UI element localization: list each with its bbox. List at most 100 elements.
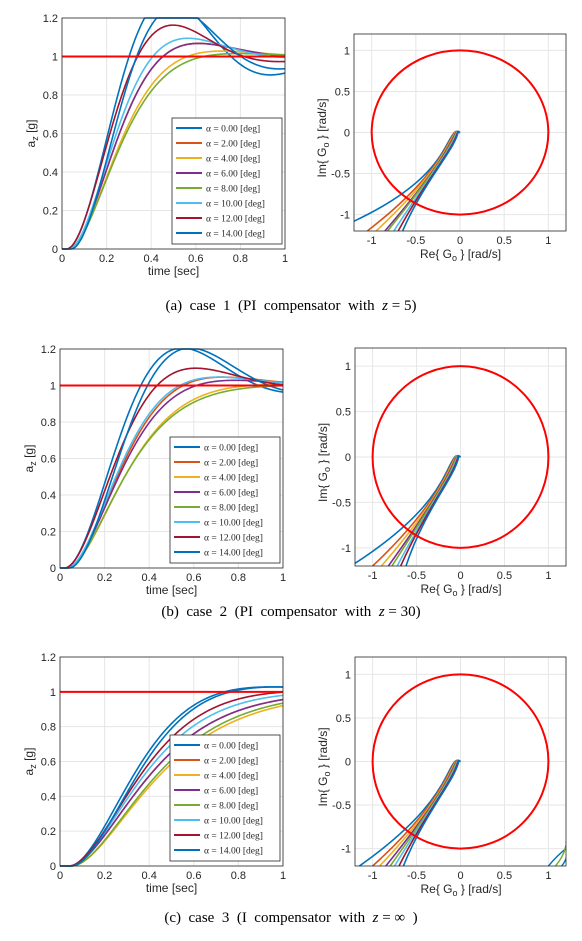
y-tick-label: 1.2 [41,344,56,356]
series-line-alpha-7 [60,686,284,867]
x-tick-label: 0.6 [186,870,201,882]
legend-entry: α = 4.00 [deg] [204,474,258,484]
x-tick-label: -0.5 [406,235,425,247]
x-tick-label: 1 [545,235,551,247]
x-axis-label-unit: } [rad/s] [458,582,502,596]
legend: α = 0.00 [deg] α = 2.00 [deg] α = 4.00 [de… [171,117,283,245]
nyquist-curve-alpha-7 [401,130,461,231]
x-tick-label: -0.5 [407,870,426,882]
x-tick-label: 0.2 [97,870,112,882]
legend-entry: α = 4.00 [deg] [204,772,258,782]
x-tick-label: 0 [457,570,463,582]
x-tick-label: 0.4 [142,572,157,584]
x-axis-label: Re{ Go } [rad/s] [421,882,502,898]
x-tick-label: 0.5 [497,570,512,582]
x-tick-label: 0 [57,572,63,584]
x-tick-label: 1 [280,572,286,584]
x-tick-label: 0.8 [231,870,246,882]
x-tick-label: 0.6 [186,572,201,584]
time-response-chart-5: 0 0.2 0.4 0.6 0.8 1 0 0.2 0.4 0.6 0.8 1 1.2 time [sec… [22,652,286,895]
unit-circle [371,673,550,850]
y-tick-label: -0.5 [331,169,350,181]
x-tick-label: 0 [59,253,65,265]
x-axis-label-main: Re{ G [421,582,453,596]
x-tick-label: 0.5 [497,235,512,247]
y-tick-label: 0.2 [43,206,58,218]
axes-frame [59,348,284,569]
x-axis-label-main: Re{ G [421,882,453,896]
series-line-alpha-6 [60,367,284,569]
y-tick-label: 0.2 [41,527,56,539]
legend-box [169,436,281,564]
legend-entry: α = 0.00 [deg] [204,742,258,752]
y-tick-label: 1 [345,669,351,681]
legend-entry: α = 10.00 [deg] [204,817,263,827]
y-axis-label: az [g] [22,445,38,473]
x-axis-label: time [sec] [146,881,197,895]
time-response-chart-1: 0 0.2 0.4 0.6 0.8 1 0 0.2 0.4 0.6 0.8 1 1.2 time [sec… [24,13,288,278]
x-tick-label: 0.2 [99,253,114,265]
y-tick-label: 0.6 [41,454,56,466]
y-axis-label-sub: o [321,142,331,147]
y-tick-label: 0.8 [43,90,58,102]
y-axis-label-main: a [22,465,36,472]
y-axis-label-sub: z [30,136,40,141]
series-line-alpha-7 [60,348,284,569]
axes-frame [59,656,284,867]
legend-entry: α = 2.00 [deg] [206,140,260,150]
x-tick-label: -1 [368,570,378,582]
y-tick-label: 1.2 [41,652,56,664]
y-axis-label-unit: [g] [22,445,36,462]
unit-circle [371,365,550,549]
x-axis-label-sub: o [453,888,458,898]
y-axis-label-main: a [24,140,38,147]
axes-frame [354,656,567,867]
legend-entry: α = 6.00 [deg] [204,489,258,499]
x-tick-label: 0.6 [188,253,203,265]
x-tick-label: 0.8 [233,253,248,265]
y-tick-label: 0.5 [335,86,350,98]
y-axis-label-unit: [g] [22,748,36,765]
legend-entry: α = 10.00 [deg] [206,200,265,210]
x-tick-label: 0 [457,235,463,247]
y-tick-label: -0.5 [332,800,351,812]
time-response-chart-3: 0 0.2 0.4 0.6 0.8 1 0 0.2 0.4 0.6 0.8 1 1.2 time [sec… [22,344,286,597]
y-tick-label: 0 [52,244,58,256]
x-axis-label: Re{ Go } [rad/s] [420,247,501,263]
y-axis-label: Im{ Go } [rad/s] [315,98,331,177]
x-tick-label: 0.8 [231,572,246,584]
x-axis-label-unit: } [rad/s] [457,247,501,261]
y-axis-label-main: Im{ G [316,472,330,502]
y-tick-label: 0.6 [43,129,58,141]
legend: α = 0.00 [deg] α = 2.00 [deg] α = 4.00 [de… [169,734,281,862]
y-axis-label-main: a [22,768,36,775]
caption-case-1: (a) case 1 (PI compensator with z = 5) [165,298,417,314]
legend-entry: α = 10.00 [deg] [204,519,263,529]
axes-frame [353,33,567,232]
legend-entry: α = 2.00 [deg] [204,459,258,469]
legend-entry: α = 2.00 [deg] [204,757,258,767]
x-tick-label: 0 [457,870,463,882]
nyquist-curve-alpha-7 [405,454,461,566]
y-axis-label-sub: o [322,771,332,776]
x-tick-label: 1 [280,870,286,882]
caption-case-2: (b) case 2 (PI compensator with z = 30) [161,604,421,620]
axes-frame [61,17,286,250]
y-axis-label-unit: } [rad/s] [316,727,330,771]
legend-entry: α = 12.00 [deg] [204,534,263,544]
y-tick-label: -1 [340,210,350,222]
y-axis-label-unit: } [rad/s] [316,423,330,467]
legend-entry: α = 8.00 [deg] [206,185,260,195]
y-axis-label-main: Im{ G [316,776,330,806]
y-tick-label: 0.5 [336,713,351,725]
y-tick-label: 1 [344,45,350,57]
legend-entry: α = 8.00 [deg] [204,802,258,812]
series-line-alpha-3 [60,379,284,569]
x-axis-label-unit: } [rad/s] [458,882,502,896]
y-axis-label: Im{ Go } [rad/s] [316,727,332,806]
y-tick-label: 1 [50,381,56,393]
